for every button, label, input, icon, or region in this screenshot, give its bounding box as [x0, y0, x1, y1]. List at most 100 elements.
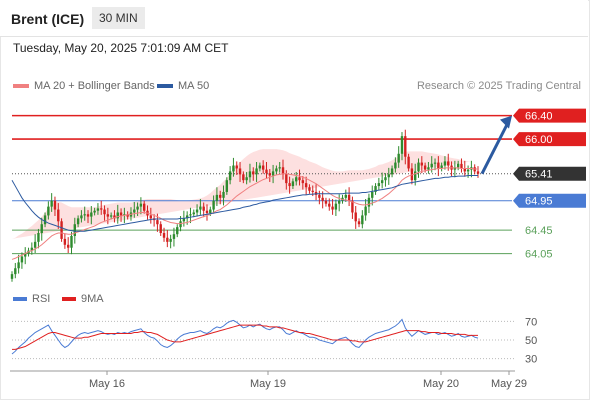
candle-body [321, 197, 324, 201]
candle-body [80, 215, 83, 219]
candle-body [288, 183, 291, 187]
candle-body [318, 194, 321, 198]
candle-body [53, 200, 57, 210]
legend-9ma-label: 9MA [81, 293, 104, 305]
candle-body [371, 191, 374, 198]
pivot-tag-3 [513, 193, 586, 208]
support-label-5: 64.05 [525, 249, 553, 261]
candle-body [248, 171, 252, 178]
resistance-tag-0 [513, 108, 586, 123]
forecast-arrow [480, 121, 510, 175]
candle-body [162, 233, 166, 238]
candle-body [420, 162, 424, 166]
legend-ma50-label: MA 50 [178, 80, 210, 92]
candle-body [43, 215, 47, 225]
candle-body [205, 210, 209, 214]
candle-body [30, 247, 34, 251]
bollinger-band [12, 149, 472, 239]
candle-body [192, 212, 195, 215]
legend-9ma-swatch [62, 297, 76, 302]
rsi-tick-50: 50 [525, 335, 537, 347]
research-credit: Research © 2025 Trading Central [416, 80, 581, 92]
legend-rsi: RSI [13, 293, 50, 305]
candle-body [404, 136, 407, 157]
candle-body [285, 174, 288, 184]
candle-body [136, 206, 139, 210]
candle-body [347, 194, 351, 201]
candle-body [311, 190, 314, 192]
candle-body [331, 206, 334, 210]
forecast-arrow-head [500, 115, 512, 129]
candle-body [390, 168, 394, 175]
candle-body [116, 212, 119, 219]
candle-body [47, 206, 50, 216]
x-tick-label: May 19 [250, 378, 286, 390]
candle-body [86, 214, 90, 217]
candle-body [397, 153, 400, 163]
candle-body [271, 171, 275, 176]
rsi-tick-30: 30 [525, 354, 537, 366]
candle-body [235, 165, 238, 169]
candle-body [189, 214, 192, 216]
candle-body [70, 235, 73, 248]
candle-body [275, 168, 278, 172]
candle-body [83, 214, 86, 216]
candle-body [228, 171, 232, 181]
candle-body [337, 200, 341, 204]
resistance-tag-1 [513, 132, 586, 147]
legend-ma50: MA 50 [157, 80, 209, 92]
candle-body [142, 203, 146, 211]
candle-body [291, 181, 295, 187]
legend-rsi-label: RSI [32, 293, 51, 305]
candle-body [182, 218, 186, 222]
resistance-label-0: 66.40 [525, 111, 553, 123]
candle-body [209, 209, 212, 214]
candle-body [212, 200, 215, 210]
candle-body [185, 215, 189, 219]
candle-body [238, 168, 242, 175]
candle-body [476, 171, 480, 174]
x-tick-label: May 16 [89, 378, 125, 390]
candle-body [66, 244, 70, 248]
candle-body [37, 233, 40, 242]
interval-selector[interactable]: 30 MIN [92, 7, 145, 29]
candle-body [176, 227, 179, 235]
last-label-2: 65.41 [525, 169, 553, 181]
candle-body [222, 191, 225, 198]
candle-body [100, 208, 103, 210]
candle-body [252, 171, 255, 175]
candle-body [308, 187, 311, 191]
candle-body [351, 200, 354, 213]
candle-body [301, 180, 305, 184]
candle-body [123, 214, 126, 216]
candle-body [377, 183, 381, 187]
candle-body [93, 210, 96, 213]
candle-body [106, 214, 110, 217]
candle-body [17, 262, 20, 269]
resistance-label-1: 66.00 [525, 134, 553, 146]
candle-body [295, 177, 298, 182]
rsi-tick-70: 70 [525, 316, 537, 328]
candle-body [169, 238, 172, 242]
candle-body [447, 161, 450, 166]
candle-body [63, 238, 67, 245]
candle-body [133, 209, 136, 213]
candle-body [149, 215, 153, 219]
candle-body [278, 167, 281, 169]
candle-body [215, 194, 219, 201]
candle-body [466, 169, 470, 172]
candle-body [103, 209, 106, 215]
candle-body [334, 203, 338, 210]
candle-body [57, 209, 60, 222]
ma20-line [11, 167, 478, 260]
candle-body [367, 197, 371, 207]
candle-body [344, 194, 348, 198]
legend-9ma: 9MA [62, 293, 104, 305]
candle-body [361, 215, 364, 225]
candle-body [179, 221, 182, 228]
instrument-title: Brent (ICE) [11, 11, 85, 27]
candle-body [109, 215, 113, 217]
candle-body [357, 221, 361, 225]
candle-body [400, 136, 404, 154]
